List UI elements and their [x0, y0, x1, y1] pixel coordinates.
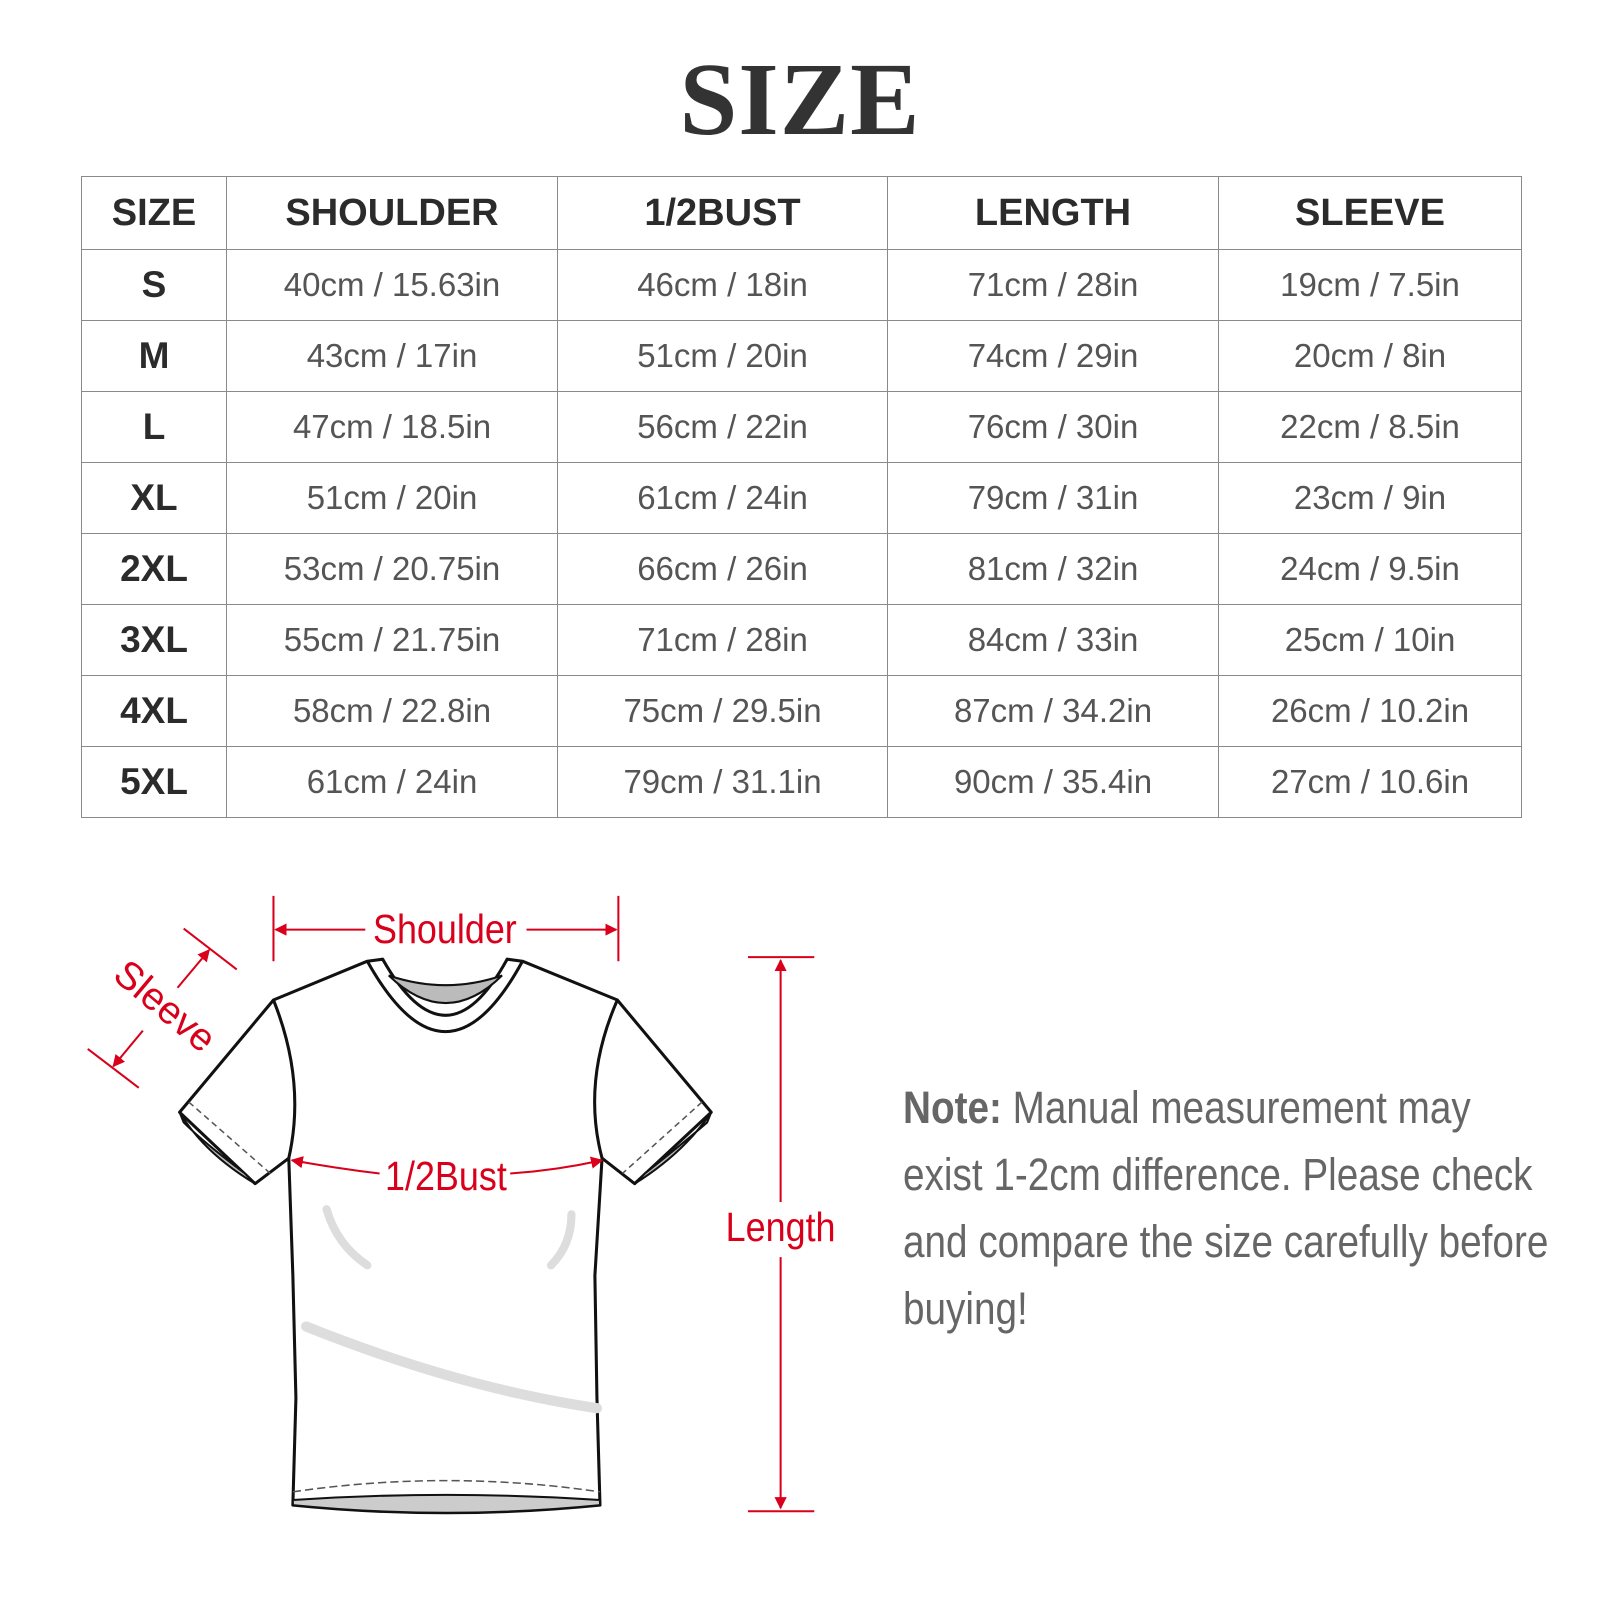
header-sleeve: SLEEVE [1218, 176, 1522, 250]
table-row: XL 51cm / 20in 61cm / 24in 79cm / 31in 23cm … [81, 462, 1522, 534]
note-label: Note: [903, 1082, 1002, 1133]
length-cell: 90cm / 35.4in [887, 746, 1219, 818]
note-body: Manual measurement may exist 1-2cm diffe… [903, 1082, 1549, 1334]
bust-arrow-left [290, 1156, 380, 1175]
bust-cell: 66cm / 26in [557, 533, 888, 605]
length-cell: 71cm / 28in [887, 249, 1219, 321]
bust-arrow-right [510, 1156, 604, 1175]
table-row: M 43cm / 17in 51cm / 20in 74cm / 29in 20cm /… [81, 320, 1522, 392]
header-bust: 1/2BUST [557, 176, 888, 250]
size-cell: M [81, 320, 227, 392]
shoulder-cell: 61cm / 24in [226, 746, 558, 818]
length-cell: 84cm / 33in [887, 604, 1219, 676]
sleeve-cell: 27cm / 10.6in [1218, 746, 1522, 818]
shoulder-cell: 43cm / 17in [226, 320, 558, 392]
table-row: 3XL 55cm / 21.75in 71cm / 28in 84cm / 33in 2… [81, 604, 1522, 676]
size-table: SIZE SHOULDER 1/2BUST LENGTH SLEEVE S 40c… [81, 176, 1522, 818]
shoulder-cell: 40cm / 15.63in [226, 249, 558, 321]
sleeve-cell: 20cm / 8in [1218, 320, 1522, 392]
table-header-row: SIZE SHOULDER 1/2BUST LENGTH SLEEVE [81, 176, 1522, 250]
shoulder-cell: 51cm / 20in [226, 462, 558, 534]
length-cell: 76cm / 30in [887, 391, 1219, 463]
bust-label: 1/2Bust [385, 1154, 507, 1200]
length-cell: 81cm / 32in [887, 533, 1219, 605]
table-row: 4XL 58cm / 22.8in 75cm / 29.5in 87cm / 34.2… [81, 675, 1522, 747]
header-size: SIZE [81, 176, 227, 250]
bust-cell: 56cm / 22in [557, 391, 888, 463]
size-cell: L [81, 391, 227, 463]
length-cell: 74cm / 29in [887, 320, 1219, 392]
shoulder-cell: 58cm / 22.8in [226, 675, 558, 747]
sleeve-label: Sleeve [106, 952, 224, 1061]
sleeve-cell: 23cm / 9in [1218, 462, 1522, 534]
bust-cell: 75cm / 29.5in [557, 675, 888, 747]
size-cell: S [81, 249, 227, 321]
page-title: SIZE [679, 42, 921, 157]
table-row: L 47cm / 18.5in 56cm / 22in 76cm / 30in 22cm… [81, 391, 1522, 463]
note-text: Note: Manual measurement may exist 1-2cm… [903, 1074, 1557, 1342]
shoulder-label: Shoulder [373, 907, 517, 953]
length-label: Length [726, 1205, 836, 1251]
sleeve-cell: 25cm / 10in [1218, 604, 1522, 676]
shoulder-cell: 55cm / 21.75in [226, 604, 558, 676]
table-row: 5XL 61cm / 24in 79cm / 31.1in 90cm / 35.4in… [81, 746, 1522, 818]
size-cell: 4XL [81, 675, 227, 747]
size-cell: XL [81, 462, 227, 534]
sleeve-cell: 19cm / 7.5in [1218, 249, 1522, 321]
table-row: S 40cm / 15.63in 46cm / 18in 71cm / 28in 19c… [81, 249, 1522, 321]
sleeve-cell: 22cm / 8.5in [1218, 391, 1522, 463]
bust-cell: 46cm / 18in [557, 249, 888, 321]
sleeve-cell: 26cm / 10.2in [1218, 675, 1522, 747]
sleeve-cell: 24cm / 9.5in [1218, 533, 1522, 605]
sleeve-arrow-bottom [112, 1029, 144, 1068]
bust-cell: 71cm / 28in [557, 604, 888, 676]
header-length: LENGTH [887, 176, 1219, 250]
tshirt-illustration [178, 957, 713, 1515]
bust-cell: 61cm / 24in [557, 462, 888, 534]
size-cell: 5XL [81, 746, 227, 818]
sleeve-arrow-top [176, 949, 210, 989]
shoulder-cell: 53cm / 20.75in [226, 533, 558, 605]
size-cell: 3XL [81, 604, 227, 676]
table-row: 2XL 53cm / 20.75in 66cm / 26in 81cm / 32in 2… [81, 533, 1522, 605]
bust-cell: 79cm / 31.1in [557, 746, 888, 818]
